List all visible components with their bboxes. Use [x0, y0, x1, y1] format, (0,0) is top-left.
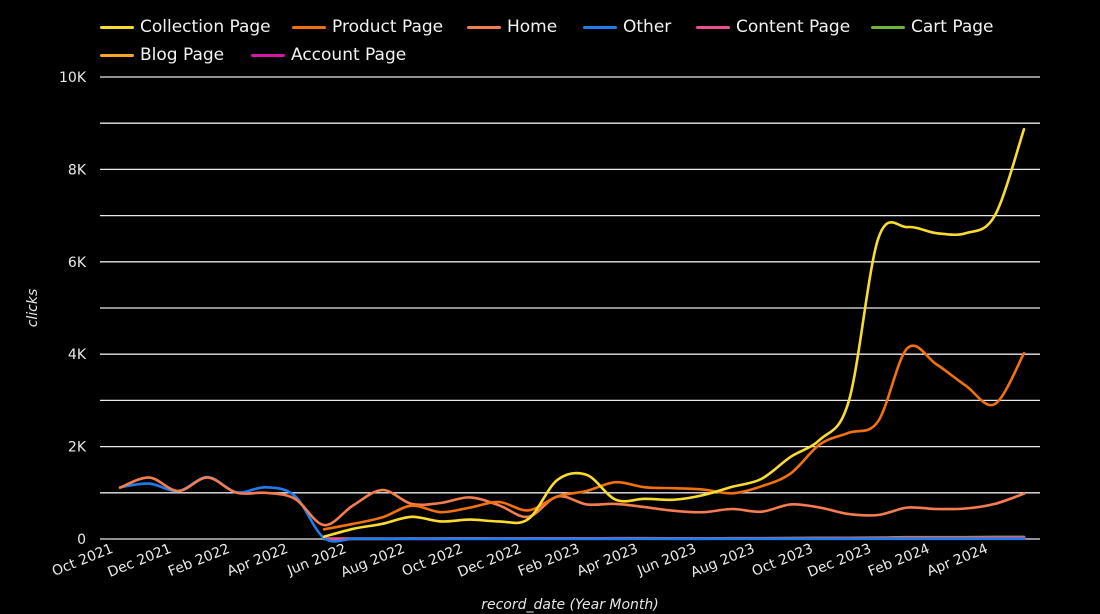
x-tick-label: Apr 2022: [225, 541, 291, 580]
x-tick-label: Feb 2023: [516, 541, 582, 580]
x-tick-label: Apr 2024: [925, 541, 991, 580]
y-axis-title: clicks: [25, 289, 41, 328]
gridlines: [100, 76, 1040, 540]
legend-label: Home: [507, 17, 558, 37]
legend-label: Account Page: [291, 45, 407, 65]
legend-item-cart-page[interactable]: Cart Page: [871, 14, 994, 40]
x-tick-label: Jun 2023: [634, 541, 698, 579]
x-tick-label: Oct 2022: [400, 541, 466, 580]
x-axis-title: record_date (Year Month): [481, 597, 659, 613]
y-tick-label: 0: [77, 532, 86, 548]
legend-swatch: [696, 25, 730, 29]
legend-label: Blog Page: [140, 45, 225, 65]
legend-item-collection-page[interactable]: Collection Page: [100, 14, 271, 40]
series-line-home: [118, 476, 1026, 527]
legend-label: Product Page: [332, 17, 444, 37]
legend-swatch: [100, 53, 134, 57]
x-tick-label: Feb 2022: [166, 541, 232, 580]
legend-label: Cart Page: [911, 17, 994, 37]
legend-item-home[interactable]: Home: [467, 14, 557, 40]
x-tick-label: Feb 2024: [866, 541, 932, 580]
y-tick-label: 8K: [68, 162, 87, 178]
x-tick-label: Dec 2022: [455, 541, 523, 581]
legend-label: Content Page: [736, 17, 851, 37]
legend-swatch: [871, 25, 905, 29]
x-tick-label: Jun 2022: [284, 541, 348, 579]
series-line-product-page: [322, 344, 1026, 531]
legend-swatch: [583, 25, 617, 29]
y-tick-label: 6K: [68, 255, 87, 271]
y-tick-label: 2K: [68, 440, 87, 456]
x-tick-label: Dec 2021: [106, 541, 174, 581]
legend-swatch: [292, 25, 326, 29]
legend-swatch: [251, 53, 285, 57]
y-tick-label: 4K: [68, 347, 87, 363]
x-tick-label: Apr 2023: [575, 541, 641, 580]
legend-item-other[interactable]: Other: [583, 14, 671, 40]
legend-swatch: [467, 25, 501, 29]
chart-legend: Collection Page Product Page Home Other …: [100, 14, 1100, 70]
legend-label: Collection Page: [140, 17, 271, 37]
legend-swatch: [100, 25, 134, 29]
x-tick-label: Dec 2023: [805, 541, 873, 581]
legend-item-content-page[interactable]: Content Page: [696, 14, 850, 40]
legend-item-product-page[interactable]: Product Page: [292, 14, 443, 40]
y-axis-ticks: 0 2K 4K 6K 8K 10K: [59, 70, 87, 548]
x-tick-label: Aug 2022: [339, 541, 408, 581]
legend-item-blog-page[interactable]: Blog Page: [100, 42, 224, 68]
series-line-other: [118, 475, 1026, 543]
x-tick-label: Aug 2023: [689, 541, 758, 581]
x-tick-label: Oct 2023: [750, 541, 816, 580]
series-lines: [118, 127, 1026, 543]
legend-item-account-page[interactable]: Account Page: [251, 42, 406, 68]
y-tick-label: 10K: [59, 70, 87, 86]
legend-label: Other: [623, 17, 672, 37]
series-line-collection-page: [322, 127, 1026, 538]
